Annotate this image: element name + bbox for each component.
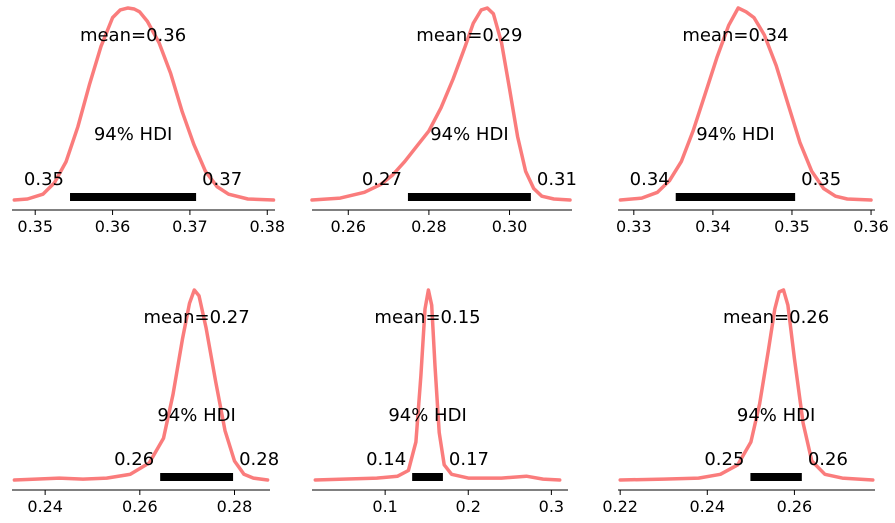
- hdi-low-label: 0.35: [24, 169, 64, 190]
- hdi-high-label: 0.35: [801, 169, 841, 190]
- hdi-bar: [160, 473, 234, 481]
- x-tick-label: 0.28: [217, 497, 253, 516]
- mean-label: mean=0.27: [144, 307, 250, 328]
- x-tick-label: 0.36: [853, 217, 889, 236]
- hdi-low-label: 0.14: [366, 449, 406, 470]
- mean-label: mean=0.36: [80, 25, 186, 46]
- posterior-panel-6: 0.22 0.24 0.26 0.25 0.26 94% HDI mean=0.26: [602, 288, 875, 516]
- posterior-panel-2: 0.26 0.28 0.30 0.27 0.31 94% HDI mean=0.29: [310, 6, 577, 236]
- density-curve: [313, 288, 562, 482]
- x-tick-label: 0.1: [372, 497, 397, 516]
- hdi-caption: 94% HDI: [388, 405, 466, 426]
- x-tick-label: 0.2: [456, 497, 481, 516]
- posterior-panel-1: 0.35 0.36 0.37 0.38 0.35 0.37 94% HDI mean=0.36: [12, 6, 285, 236]
- x-tick-label: 0.26: [122, 497, 158, 516]
- x-tick-label: 0.35: [774, 217, 810, 236]
- x-tick-label: 0.37: [172, 217, 208, 236]
- x-tick-label: 0.28: [411, 217, 447, 236]
- x-tick-label: 0.3: [539, 497, 564, 516]
- hdi-high-label: 0.37: [202, 169, 242, 190]
- density-curve: [12, 6, 276, 202]
- density-curve: [12, 288, 270, 482]
- hdi-low-label: 0.34: [630, 169, 670, 190]
- posterior-panel-3: 0.33 0.34 0.35 0.36 0.34 0.35 94% HDI mean=0.34: [616, 6, 889, 236]
- hdi-bar: [412, 473, 443, 481]
- x-tick-label: 0.24: [27, 497, 63, 516]
- hdi-high-label: 0.31: [537, 169, 577, 190]
- mean-label: mean=0.34: [682, 25, 788, 46]
- hdi-low-label: 0.25: [704, 449, 744, 470]
- x-tick-label: 0.26: [330, 217, 366, 236]
- posterior-panel-5: 0.1 0.2 0.3 0.14 0.17 94% HDI mean=0.15: [312, 288, 568, 516]
- hdi-high-label: 0.26: [808, 449, 848, 470]
- hdi-low-label: 0.27: [362, 169, 402, 190]
- x-tick-label: 0.24: [689, 497, 725, 516]
- x-tick-label: 0.26: [777, 497, 813, 516]
- hdi-low-label: 0.26: [114, 449, 154, 470]
- hdi-bar: [70, 193, 197, 201]
- mean-label: mean=0.15: [374, 307, 480, 328]
- density-curve: [618, 288, 875, 482]
- hdi-high-label: 0.28: [239, 449, 279, 470]
- mean-label: mean=0.29: [416, 25, 522, 46]
- x-tick-label: 0.33: [616, 217, 652, 236]
- x-tick-label: 0.22: [602, 497, 638, 516]
- hdi-bar: [750, 473, 802, 481]
- hdi-caption: 94% HDI: [430, 124, 508, 145]
- x-tick-label: 0.30: [492, 217, 528, 236]
- density-curve: [618, 6, 873, 202]
- hdi-caption: 94% HDI: [696, 124, 774, 145]
- hdi-caption: 94% HDI: [737, 405, 815, 426]
- x-tick-label: 0.38: [249, 217, 285, 236]
- x-tick-label: 0.36: [95, 217, 131, 236]
- hdi-bar: [675, 193, 796, 201]
- x-tick-label: 0.34: [695, 217, 731, 236]
- x-tick-label: 0.35: [17, 217, 53, 236]
- mean-label: mean=0.26: [723, 307, 829, 328]
- hdi-high-label: 0.17: [449, 449, 489, 470]
- posterior-panel-4: 0.24 0.26 0.28 0.26 0.28 94% HDI mean=0.27: [12, 288, 279, 516]
- hdi-caption: 94% HDI: [157, 405, 235, 426]
- density-curve: [310, 6, 572, 202]
- hdi-bar: [407, 193, 531, 201]
- hdi-caption: 94% HDI: [94, 124, 172, 145]
